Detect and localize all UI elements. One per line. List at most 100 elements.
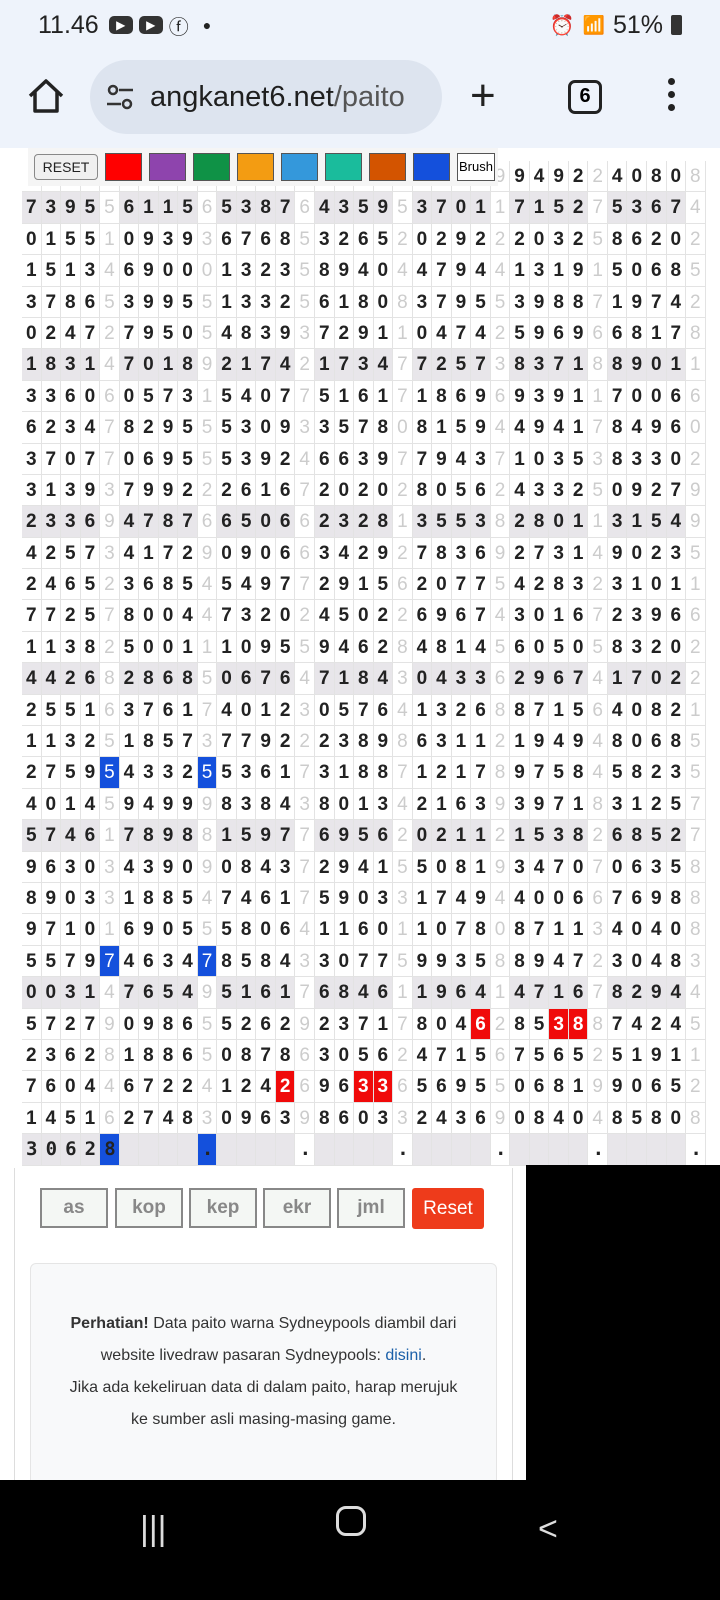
digit-cell[interactable]: 8 <box>412 1008 433 1040</box>
digit-cell[interactable]: 6 <box>471 694 491 727</box>
digit-cell[interactable]: 5 <box>80 223 101 256</box>
digit-cell[interactable] <box>568 1134 589 1166</box>
digit-cell[interactable]: 9 <box>647 882 667 915</box>
separator-cell[interactable]: 3 <box>295 788 315 821</box>
digit-cell[interactable]: 0 <box>334 474 355 507</box>
separator-cell[interactable]: 9 <box>686 474 706 507</box>
digit-cell[interactable]: 8 <box>354 726 374 758</box>
digit-cell[interactable]: 7 <box>354 1008 374 1040</box>
digit-cell[interactable]: 6 <box>139 945 159 978</box>
separator-cell[interactable]: 2 <box>588 820 608 852</box>
digit-cell[interactable]: 9 <box>568 726 589 758</box>
separator-cell[interactable]: 9 <box>490 537 511 570</box>
digit-cell[interactable]: 1 <box>549 255 569 287</box>
digit-cell[interactable]: 1 <box>666 569 687 601</box>
separator-cell[interactable]: 3 <box>295 317 315 350</box>
digit-cell[interactable]: 7 <box>607 882 628 915</box>
digit-cell[interactable]: 5 <box>119 631 140 664</box>
digit-cell[interactable]: 0 <box>80 851 101 883</box>
digit-cell[interactable]: 4 <box>510 412 530 444</box>
digit-cell[interactable]: 8 <box>471 914 491 946</box>
digit-cell[interactable]: 4 <box>510 882 530 915</box>
separator-cell[interactable]: 9 <box>197 537 218 570</box>
digit-cell[interactable]: 7 <box>80 537 101 570</box>
digit-cell[interactable]: 0 <box>119 443 140 475</box>
separator-cell[interactable]: 3 <box>100 882 120 915</box>
digit-cell[interactable]: 8 <box>510 1008 530 1040</box>
digit-cell[interactable]: 7 <box>451 914 472 946</box>
digit-cell[interactable]: 7 <box>666 192 687 224</box>
reset-colors-button[interactable]: RESET <box>34 154 98 180</box>
separator-cell[interactable]: 2 <box>490 474 511 507</box>
digit-cell[interactable] <box>412 1134 433 1166</box>
digit-cell[interactable]: 2 <box>354 537 374 570</box>
separator-cell[interactable]: 8 <box>393 726 413 758</box>
digit-cell[interactable] <box>451 1134 472 1166</box>
digit-cell[interactable] <box>158 1134 179 1166</box>
separator-cell[interactable]: 7 <box>295 474 315 507</box>
digit-cell[interactable]: 1 <box>119 882 140 915</box>
digit-cell[interactable]: 9 <box>451 286 472 318</box>
digit-cell[interactable]: 7 <box>119 474 140 507</box>
digit-cell[interactable]: 1 <box>568 1071 589 1103</box>
digit-cell[interactable]: 1 <box>607 663 628 695</box>
digit-cell[interactable]: 9 <box>373 192 394 224</box>
digit-cell[interactable]: 4 <box>41 569 62 601</box>
site-settings-icon[interactable] <box>106 84 134 110</box>
digit-cell[interactable]: 8 <box>549 1071 569 1103</box>
digit-cell[interactable]: 3 <box>61 349 81 381</box>
separator-cell[interactable]: 0 <box>686 412 706 444</box>
digit-cell[interactable]: 8 <box>510 349 530 381</box>
digit-cell[interactable]: 8 <box>314 788 335 821</box>
digit-cell[interactable] <box>236 1134 257 1166</box>
separator-cell[interactable]: 2 <box>686 663 706 695</box>
digit-cell[interactable]: 7 <box>178 726 198 758</box>
digit-cell[interactable]: 9 <box>139 317 159 350</box>
digit-cell[interactable]: 2 <box>158 1071 179 1103</box>
digit-cell[interactable]: 7 <box>217 726 237 758</box>
digit-cell[interactable]: 6 <box>627 882 647 915</box>
digit-cell[interactable] <box>314 1134 335 1166</box>
digit-cell[interactable]: 6 <box>217 506 237 538</box>
digit-cell[interactable]: 9 <box>236 1102 257 1135</box>
digit-cell[interactable]: 3 <box>22 474 42 507</box>
digit-cell[interactable]: 3 <box>61 474 81 507</box>
digit-cell[interactable]: 5 <box>568 694 589 727</box>
digit-cell[interactable]: 5 <box>158 726 179 758</box>
digit-cell[interactable]: 0 <box>334 945 355 978</box>
digit-cell[interactable]: 0 <box>158 914 179 946</box>
digit-cell[interactable]: 9 <box>314 1071 335 1103</box>
digit-cell[interactable]: 1 <box>568 788 589 821</box>
digit-cell[interactable]: 3 <box>549 820 569 852</box>
digit-cell[interactable]: 3 <box>529 349 550 381</box>
digit-cell[interactable]: 5 <box>236 506 257 538</box>
digit-cell[interactable]: 4 <box>373 349 394 381</box>
digit-cell[interactable]: 4 <box>529 161 550 193</box>
separator-cell[interactable]: 6 <box>490 663 511 695</box>
digit-cell[interactable]: 4 <box>451 882 472 915</box>
digit-cell[interactable] <box>41 1134 62 1166</box>
separator-cell[interactable]: 9 <box>197 851 218 883</box>
digit-cell[interactable]: 2 <box>451 694 472 727</box>
digit-cell[interactable]: 5 <box>217 914 237 946</box>
digit-cell[interactable]: 5 <box>80 569 101 601</box>
digit-cell[interactable]: 6 <box>61 569 81 601</box>
separator-cell[interactable]: 1 <box>588 506 608 538</box>
digit-cell[interactable]: 3 <box>41 506 62 538</box>
digit-cell[interactable]: 7 <box>41 820 62 852</box>
digit-cell[interactable]: 8 <box>607 223 628 256</box>
digit-cell[interactable]: 8 <box>607 977 628 1009</box>
digit-cell[interactable]: 7 <box>451 317 472 350</box>
digit-cell[interactable]: 1 <box>139 537 159 570</box>
digit-cell[interactable]: 4 <box>451 443 472 475</box>
digit-cell[interactable]: 0 <box>139 600 159 632</box>
digit-cell[interactable]: 6 <box>139 569 159 601</box>
digit-cell[interactable]: 3 <box>510 286 530 318</box>
digit-cell[interactable]: 3 <box>432 726 452 758</box>
digit-cell[interactable]: 0 <box>412 317 433 350</box>
digit-cell[interactable]: 7 <box>529 694 550 727</box>
digit-cell[interactable]: 1 <box>61 255 81 287</box>
digit-cell[interactable]: 9 <box>627 349 647 381</box>
digit-cell[interactable]: 9 <box>510 380 530 413</box>
digit-cell[interactable]: 6 <box>139 977 159 1009</box>
